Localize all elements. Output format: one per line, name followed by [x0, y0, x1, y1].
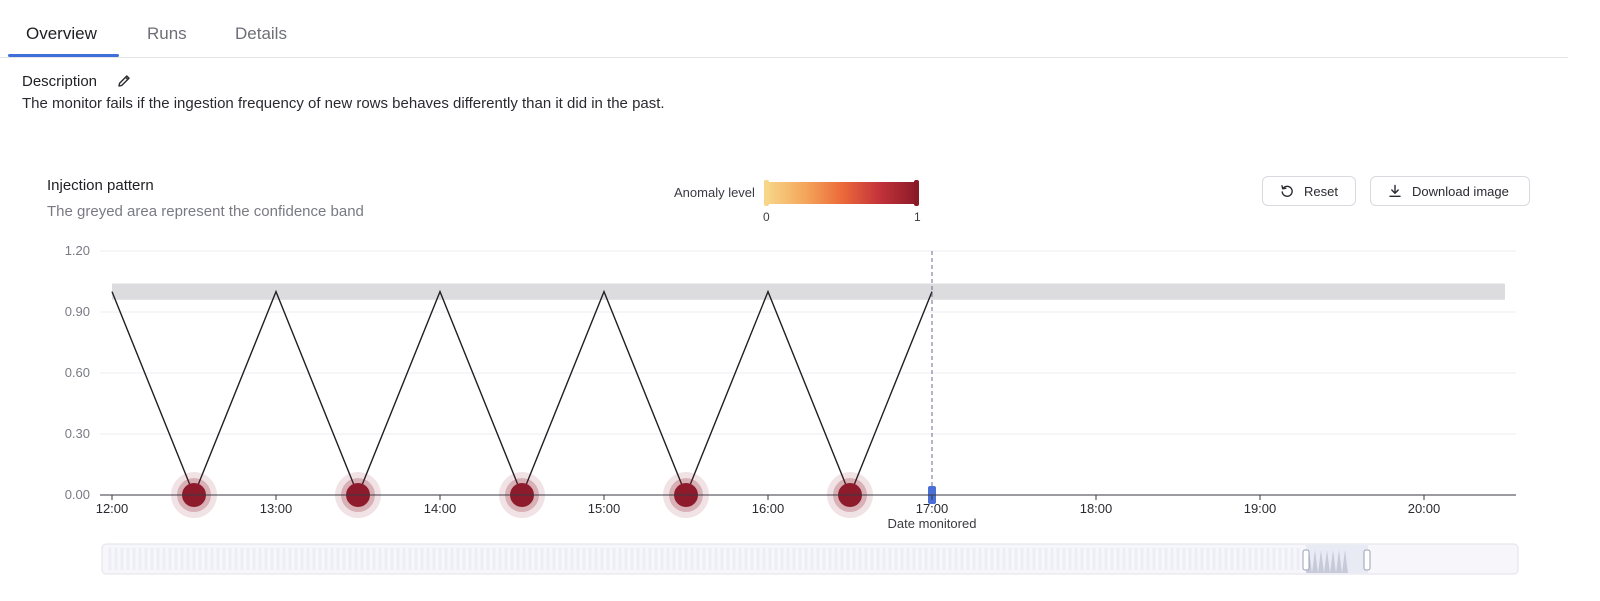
- reset-label: Reset: [1304, 183, 1338, 199]
- x-tick-label: 16:00: [752, 501, 785, 516]
- reset-button[interactable]: Reset: [1262, 176, 1356, 206]
- x-tick-label: 15:00: [588, 501, 621, 516]
- y-tick-label: 0.00: [65, 487, 90, 502]
- range-slider-right-handle: [1363, 549, 1371, 571]
- edit-pencil-icon[interactable]: [116, 73, 132, 89]
- y-tick-label: 0.30: [65, 426, 90, 441]
- range-slider-preview: [108, 548, 1300, 570]
- date-monitored-label: Date monitored: [888, 516, 977, 531]
- y-tick-label: 0.60: [65, 365, 90, 380]
- x-tick-label: 14:00: [424, 501, 457, 516]
- x-tick-label: 18:00: [1080, 501, 1113, 516]
- chart-title: Injection pattern: [47, 177, 154, 194]
- x-tick-label: 19:00: [1244, 501, 1277, 516]
- description-text: The monitor fails if the ingestion frequ…: [22, 95, 665, 112]
- range-slider-left-handle: [1302, 549, 1310, 571]
- anomaly-gradient-bar: [766, 182, 918, 204]
- series-line: [111, 289, 933, 497]
- description-title: Description: [22, 73, 98, 90]
- tab-overview[interactable]: Overview: [26, 24, 97, 43]
- x-tick-label: 17:00: [916, 501, 949, 516]
- anomaly-legend-max: 1: [914, 210, 921, 224]
- download-icon: [1389, 184, 1401, 198]
- tab-runs[interactable]: Runs: [147, 24, 187, 43]
- reset-icon: [1281, 185, 1293, 197]
- y-tick-label: 1.20: [65, 243, 90, 258]
- tab-details[interactable]: Details: [235, 24, 287, 43]
- confidence-band: [112, 283, 1505, 300]
- active-tab-indicator: [8, 54, 119, 57]
- anomaly-legend-min: 0: [763, 210, 770, 224]
- anomaly-legend-label: Anomaly level: [674, 185, 755, 200]
- anomaly-min-handle: [764, 180, 769, 206]
- x-tick-label: 12:00: [96, 501, 129, 516]
- anomaly-max-handle: [914, 180, 919, 206]
- y-tick-label: 0.90: [65, 304, 90, 319]
- range-slider[interactable]: [101, 543, 1519, 575]
- x-tick-label: 20:00: [1408, 501, 1441, 516]
- tab-bar: Overview Runs Details: [0, 0, 1568, 58]
- download-label: Download image: [1412, 183, 1509, 199]
- range-slider-window-preview: [1306, 550, 1348, 573]
- x-tick-label: 13:00: [260, 501, 293, 516]
- chart-subtitle: The greyed area represent the confidence…: [47, 203, 364, 220]
- download-image-button[interactable]: Download image: [1370, 176, 1530, 206]
- range-slider-track: [101, 543, 1519, 575]
